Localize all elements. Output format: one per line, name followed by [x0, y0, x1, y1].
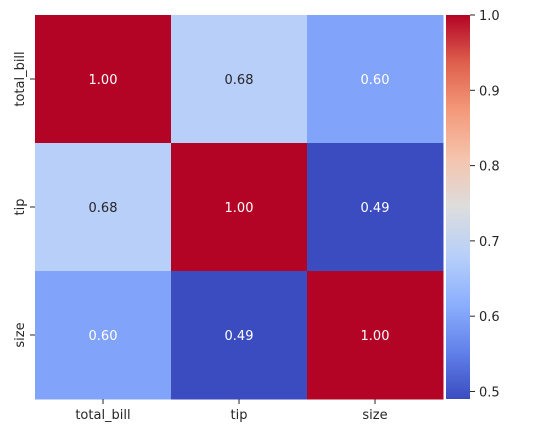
colorbar-gradient [446, 15, 470, 399]
y-tick-label: tip [13, 199, 28, 216]
cell-annotation: 1.00 [361, 329, 390, 344]
heatmap-cell-total_bill-tip [171, 15, 308, 144]
x-tick-label: size [362, 408, 387, 423]
cell-annotation: 0.60 [89, 329, 118, 344]
colorbar-tick-label: 0.8 [479, 160, 500, 175]
cell-annotation: 0.49 [361, 201, 390, 216]
y-tick-label: size [13, 322, 28, 347]
colorbar-tick-label: 0.5 [479, 385, 500, 400]
heatmap-cell-size-total_bill [35, 271, 172, 400]
cell-annotation: 0.68 [225, 73, 254, 88]
heatmap-cell-tip-tip [171, 143, 308, 272]
cell-annotation: 0.68 [89, 201, 118, 216]
colorbar-tick-label: 0.9 [479, 84, 500, 99]
cell-annotation: 1.00 [225, 201, 254, 216]
cell-annotation: 1.00 [89, 73, 118, 88]
x-axis: total_bill tip size [75, 399, 388, 423]
colorbar-tick-label: 0.7 [479, 235, 500, 250]
heatmap-cell-size-size [307, 271, 444, 400]
heatmap-cell-size-tip [171, 271, 308, 400]
colorbar-tick-label: 0.6 [479, 310, 500, 325]
colorbar: 0.5 0.6 0.7 0.8 0.9 1.0 [446, 9, 500, 400]
heatmap-cell-total_bill-size [307, 15, 444, 144]
heatmap-cell-tip-total_bill [35, 143, 172, 272]
x-tick-label: total_bill [75, 408, 130, 423]
x-tick-label: tip [231, 408, 248, 423]
colorbar-tick-label: 1.0 [479, 9, 500, 24]
cell-annotations: 1.00 0.68 0.60 0.68 1.00 0.49 0.60 0.49 1.00 [89, 73, 390, 344]
cell-annotation: 0.49 [225, 329, 254, 344]
heatmap-cell-tip-size [307, 143, 444, 272]
y-tick-label: total_bill [13, 51, 28, 106]
cell-annotation: 0.60 [361, 73, 390, 88]
heatmap-cells [35, 15, 444, 400]
heatmap-cell-total_bill-total_bill [35, 15, 172, 144]
